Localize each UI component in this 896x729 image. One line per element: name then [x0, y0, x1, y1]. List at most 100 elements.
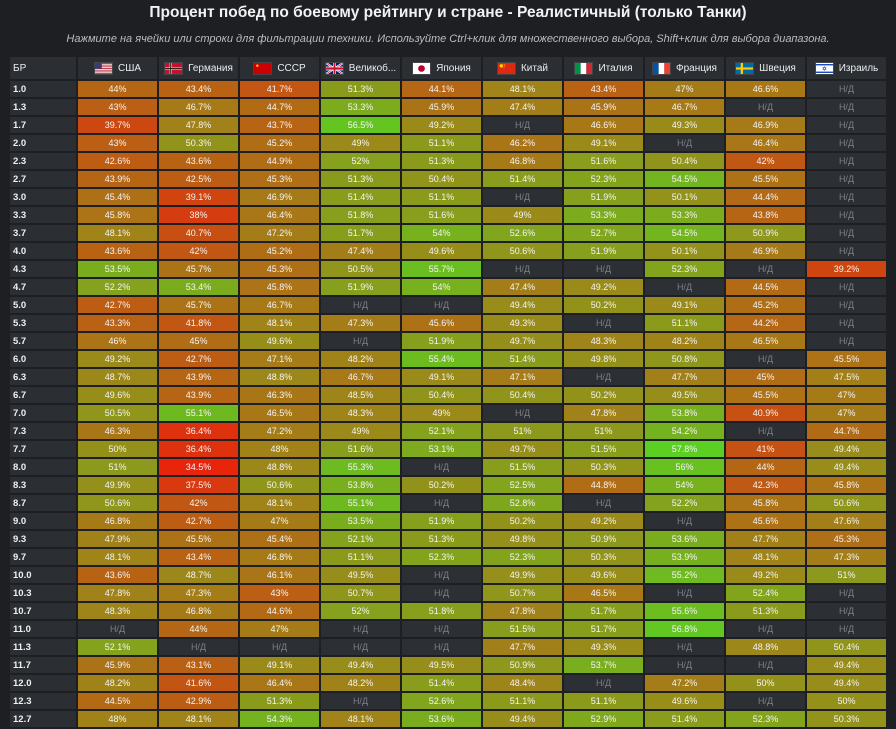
heatmap-cell[interactable]: 51.7% — [564, 621, 643, 637]
heatmap-cell[interactable]: 49.7% — [483, 441, 562, 457]
heatmap-cell[interactable]: 45.5% — [726, 387, 805, 403]
heatmap-cell[interactable]: 46.6% — [726, 81, 805, 97]
heatmap-cell[interactable]: 53.8% — [321, 477, 400, 493]
table-row[interactable]: 9.3 47.9% 45.5% 45.4% 52.1% 51.3% 49.8% 50.9% 53… — [10, 531, 886, 547]
br-label[interactable]: 8.3 — [10, 477, 76, 493]
heatmap-cell[interactable]: 45.3% — [240, 261, 319, 277]
heatmap-cell[interactable]: 50.5% — [78, 405, 157, 421]
heatmap-cell[interactable]: 49.6% — [402, 243, 481, 259]
heatmap-cell[interactable]: 51% — [807, 567, 886, 583]
table-row[interactable]: 8.3 49.9% 37.5% 50.6% 53.8% 50.2% 52.5% 44.8% 54… — [10, 477, 886, 493]
heatmap-cell[interactable]: 56% — [645, 459, 724, 475]
heatmap-cell[interactable]: 51.3% — [402, 153, 481, 169]
heatmap-cell[interactable]: 47.6% — [807, 513, 886, 529]
heatmap-cell[interactable]: 48.7% — [159, 567, 238, 583]
heatmap-cell[interactable]: 54% — [402, 279, 481, 295]
heatmap-cell[interactable]: 45.5% — [159, 531, 238, 547]
table-row[interactable]: 5.3 43.3% 41.8% 48.1% 47.3% 45.6% 49.3% Н/Д 51.1… — [10, 315, 886, 331]
heatmap-cell[interactable]: 40.7% — [159, 225, 238, 241]
heatmap-cell[interactable]: 41.8% — [159, 315, 238, 331]
heatmap-cell[interactable]: 40.9% — [726, 405, 805, 421]
heatmap-cell[interactable]: 43.6% — [78, 243, 157, 259]
heatmap-cell[interactable]: Н/Д — [564, 261, 643, 277]
heatmap-cell[interactable]: 53.5% — [78, 261, 157, 277]
heatmap-cell[interactable]: 50.6% — [807, 495, 886, 511]
heatmap-cell[interactable]: 43.7% — [240, 117, 319, 133]
heatmap-cell[interactable]: 56.8% — [645, 621, 724, 637]
heatmap-cell[interactable]: 50.3% — [564, 459, 643, 475]
heatmap-cell[interactable]: Н/Д — [645, 657, 724, 673]
heatmap-cell[interactable]: 51.1% — [321, 549, 400, 565]
table-row[interactable]: 10.7 48.3% 46.8% 44.6% 52% 51.8% 47.8% 51.7% 55.… — [10, 603, 886, 619]
table-row[interactable]: 1.7 39.7% 47.8% 43.7% 56.5% 49.2% Н/Д 46.6% 49.3… — [10, 117, 886, 133]
br-label[interactable]: 1.0 — [10, 81, 76, 97]
heatmap-cell[interactable]: 50.2% — [402, 477, 481, 493]
br-label[interactable]: 2.3 — [10, 153, 76, 169]
heatmap-cell[interactable]: 49.4% — [807, 657, 886, 673]
br-label[interactable]: 4.3 — [10, 261, 76, 277]
heatmap-cell[interactable]: 38% — [159, 207, 238, 223]
heatmap-cell[interactable]: 51% — [564, 423, 643, 439]
heatmap-cell[interactable]: 51.4% — [645, 711, 724, 727]
heatmap-cell[interactable]: 57.8% — [645, 441, 724, 457]
br-label[interactable]: 11.0 — [10, 621, 76, 637]
heatmap-cell[interactable]: 47.3% — [807, 549, 886, 565]
heatmap-cell[interactable]: 48.2% — [645, 333, 724, 349]
heatmap-cell[interactable]: Н/Д — [645, 639, 724, 655]
heatmap-cell[interactable]: 48.8% — [726, 639, 805, 655]
heatmap-cell[interactable]: 53.5% — [321, 513, 400, 529]
heatmap-cell[interactable]: 47.9% — [78, 531, 157, 547]
heatmap-cell[interactable]: 46.5% — [564, 585, 643, 601]
heatmap-cell[interactable]: 44% — [159, 621, 238, 637]
heatmap-cell[interactable]: Н/Д — [807, 153, 886, 169]
heatmap-cell[interactable]: 43.9% — [159, 369, 238, 385]
heatmap-cell[interactable]: Н/Д — [402, 459, 481, 475]
heatmap-cell[interactable]: 47.8% — [159, 117, 238, 133]
heatmap-cell[interactable]: 36.4% — [159, 441, 238, 457]
heatmap-cell[interactable]: 44.7% — [807, 423, 886, 439]
table-row[interactable]: 7.0 50.5% 55.1% 46.5% 48.3% 49% Н/Д 47.8% 53.8% 4… — [10, 405, 886, 421]
heatmap-cell[interactable]: 48.1% — [483, 81, 562, 97]
heatmap-cell[interactable]: 50.4% — [645, 153, 724, 169]
heatmap-cell[interactable]: 47.4% — [321, 243, 400, 259]
br-label[interactable]: 7.7 — [10, 441, 76, 457]
heatmap-cell[interactable]: 51.3% — [321, 81, 400, 97]
heatmap-cell[interactable]: Н/Д — [726, 261, 805, 277]
heatmap-cell[interactable]: 47.8% — [564, 405, 643, 421]
heatmap-cell[interactable]: 49.2% — [564, 279, 643, 295]
heatmap-cell[interactable]: 48.1% — [726, 549, 805, 565]
heatmap-cell[interactable]: 46.7% — [321, 369, 400, 385]
heatmap-cell[interactable]: 51.9% — [321, 279, 400, 295]
heatmap-cell[interactable]: 50.1% — [645, 189, 724, 205]
heatmap-cell[interactable]: Н/Д — [483, 189, 562, 205]
heatmap-cell[interactable]: 41.7% — [240, 81, 319, 97]
heatmap-cell[interactable]: 45.6% — [402, 315, 481, 331]
heatmap-cell[interactable]: 45.9% — [402, 99, 481, 115]
heatmap-cell[interactable]: 49.3% — [645, 117, 724, 133]
heatmap-cell[interactable]: 43.1% — [159, 657, 238, 673]
heatmap-cell[interactable]: 37.5% — [159, 477, 238, 493]
br-label[interactable]: 8.0 — [10, 459, 76, 475]
heatmap-cell[interactable]: 52% — [321, 603, 400, 619]
heatmap-cell[interactable]: 49.2% — [564, 513, 643, 529]
table-row[interactable]: 7.3 46.3% 36.4% 47.2% 49% 52.1% 51% 51% 54.2% Н/Д… — [10, 423, 886, 439]
heatmap-cell[interactable]: 51.5% — [564, 441, 643, 457]
heatmap-cell[interactable]: 42.7% — [159, 351, 238, 367]
heatmap-cell[interactable]: 48.1% — [78, 549, 157, 565]
heatmap-cell[interactable]: 34.5% — [159, 459, 238, 475]
heatmap-cell[interactable]: 47% — [645, 81, 724, 97]
heatmap-cell[interactable]: 51.6% — [402, 207, 481, 223]
heatmap-cell[interactable]: 44.2% — [726, 315, 805, 331]
heatmap-cell[interactable]: 49.3% — [564, 639, 643, 655]
heatmap-cell[interactable]: 46.9% — [240, 189, 319, 205]
heatmap-cell[interactable]: 47.2% — [645, 675, 724, 691]
heatmap-cell[interactable]: 47.7% — [726, 531, 805, 547]
br-label[interactable]: 9.7 — [10, 549, 76, 565]
heatmap-cell[interactable]: 50.7% — [321, 585, 400, 601]
heatmap-cell[interactable]: 50.1% — [645, 243, 724, 259]
heatmap-cell[interactable]: 52.7% — [564, 225, 643, 241]
heatmap-cell[interactable]: 51.7% — [321, 225, 400, 241]
country-header-9[interactable]: Израиль — [807, 57, 886, 79]
table-row[interactable]: 2.3 42.6% 43.6% 44.9% 52% 51.3% 46.8% 51.6% 50.4… — [10, 153, 886, 169]
heatmap-cell[interactable]: 53.6% — [402, 711, 481, 727]
